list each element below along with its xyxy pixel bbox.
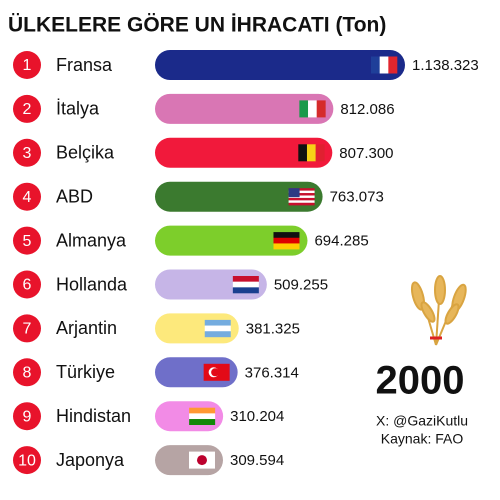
flag-stripe: [273, 232, 300, 239]
bar: [155, 181, 323, 212]
flag: [299, 100, 326, 118]
value-label: 1.138.323: [412, 57, 479, 74]
flag-stripe: [232, 287, 259, 294]
flag-stripe: [299, 100, 309, 118]
category-label: Arjantin: [56, 318, 117, 338]
flag-stripe: [388, 56, 398, 74]
rank-label: 1: [23, 57, 32, 74]
flag-stripe: [288, 200, 315, 203]
flag: [189, 407, 216, 425]
flag: [203, 363, 230, 381]
flag-canton: [288, 188, 300, 198]
value-label: 812.086: [340, 101, 394, 118]
bar: [155, 225, 308, 256]
rank-label: 5: [23, 233, 32, 250]
category-label: Almanya: [56, 230, 127, 250]
rank-badge: [13, 358, 41, 387]
flag-stripe: [232, 276, 259, 282]
flag-stripe: [288, 193, 315, 196]
flag-stripe: [288, 188, 315, 191]
category-label: Hollanda: [56, 274, 128, 294]
value-label: 509.255: [274, 276, 328, 293]
rank-label: 2: [23, 101, 32, 118]
rank-badge: [13, 270, 41, 299]
flag-stripe: [189, 419, 216, 425]
flag: [288, 188, 315, 206]
flag-stripe: [189, 413, 216, 420]
rank-badge: [13, 138, 41, 167]
rank-badge: [13, 226, 41, 255]
value-label: 376.314: [245, 364, 299, 381]
category-label: ABD: [56, 186, 93, 206]
value-label: 807.300: [339, 145, 393, 162]
flag-stripe: [273, 243, 300, 250]
category-label: Hindistan: [56, 406, 131, 426]
flag: [273, 232, 300, 250]
flag-stripe: [204, 331, 231, 338]
flag-stripe: [232, 281, 259, 288]
flag-stripe: [288, 197, 315, 201]
category-label: Japonya: [56, 450, 125, 470]
flag-stripe: [288, 202, 315, 206]
flag-stripe: [204, 319, 231, 326]
rank-label: 8: [23, 365, 32, 382]
rank-badge: [13, 51, 41, 79]
category-label: Belçika: [56, 143, 115, 163]
flag-stripe: [306, 144, 316, 162]
flag: [188, 451, 215, 469]
rank-badge: [13, 402, 41, 431]
flag: [371, 56, 398, 74]
flag-stripe: [308, 100, 317, 118]
rank-badge: [13, 182, 41, 211]
rank-label: 10: [18, 452, 36, 469]
flag: [232, 276, 259, 294]
category-label: İtalya: [56, 99, 100, 119]
value-label: 763.073: [330, 189, 384, 206]
value-label: 694.285: [314, 233, 368, 250]
bar: [155, 137, 333, 168]
rank-label: 7: [23, 321, 32, 338]
rank-label: 6: [23, 277, 32, 294]
flag-stripe: [189, 407, 216, 414]
rank-badge: [13, 94, 41, 123]
source: Kaynak: FAO: [381, 431, 464, 447]
wheat-icon: [410, 275, 467, 346]
value-label: 309.594: [230, 452, 284, 469]
flag-stripe: [316, 100, 326, 118]
category-label: Türkiye: [56, 362, 115, 382]
flag-stripe: [273, 237, 300, 244]
category-label: Fransa: [56, 55, 113, 75]
bar: [155, 50, 405, 80]
flag: [298, 144, 325, 162]
rank-label: 9: [23, 408, 32, 425]
year: 2000: [376, 359, 465, 403]
value-label: 381.325: [246, 320, 300, 337]
flag-crescent: [211, 368, 220, 377]
flag-stripe: [288, 190, 315, 194]
flag-stripe: [379, 56, 389, 74]
value-label: 310.204: [230, 408, 284, 425]
rank-label: 4: [23, 189, 32, 206]
flag-stripe: [204, 325, 231, 332]
flag-stripe: [298, 144, 308, 162]
rank-badge: [13, 314, 41, 343]
chart-title: ÜLKELERE GÖRE UN İHRACATI (Ton): [8, 14, 386, 37]
flag-stripe: [288, 195, 315, 199]
flag: [204, 319, 231, 338]
rank-badge: [13, 446, 41, 475]
rank-label: 3: [23, 145, 32, 162]
flag-disc: [196, 455, 207, 466]
bar: [155, 93, 334, 124]
flag-stripe: [371, 56, 380, 74]
flag-stripe: [315, 144, 325, 162]
credit: X: @GaziKutlu: [376, 413, 468, 429]
